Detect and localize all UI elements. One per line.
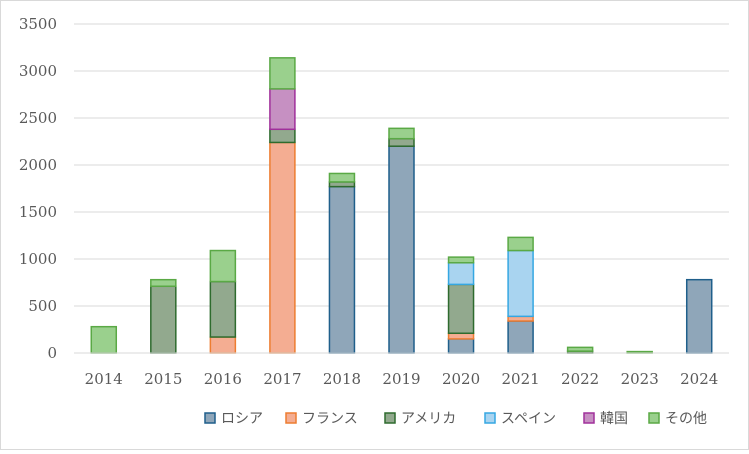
legend-label: 韓国 [600,411,628,427]
bar-segment [447,332,475,340]
x-tick-label: 2023 [621,370,659,388]
y-tick-label: 0 [47,344,57,362]
bar-segment [388,127,415,140]
x-axis: 2014 2015 2016 2017 2018 2019 2020 2021 2022 2023… [74,352,729,388]
x-tick-label: 2016 [204,370,242,388]
x-tick-label: 2018 [323,370,361,388]
legend-swatch [285,412,297,424]
x-tick-label: 2021 [501,370,539,388]
y-tick-label: 500 [28,297,57,315]
bar-segment [447,262,475,286]
bars [90,57,713,354]
bar-segment [447,338,475,354]
bar-segment [209,336,237,354]
legend-swatch [384,412,396,424]
y-axis: 0 500 1000 1500 2000 2500 3000 3500 [19,15,57,362]
y-tick-label: 1500 [19,203,57,221]
bar-segment [269,88,296,131]
x-tick-label: 2014 [85,370,123,388]
bar-segment [388,145,415,354]
x-tick-label: 2017 [263,370,301,388]
x-tick-label: 2019 [382,370,420,388]
y-tick-label: 2500 [19,109,57,127]
y-tick-label: 3000 [19,62,57,80]
legend-swatch [484,412,496,424]
legend-label: その他 [665,411,707,427]
x-tick-label: 2024 [680,370,718,388]
bar-segment [269,141,296,354]
x-tick-label: 2020 [442,370,480,388]
bar-segment [328,172,356,183]
bar-segment [150,285,177,354]
bar-segment [507,236,534,252]
bar-segment [447,256,475,264]
legend: ロシア フランス アメリカ スペイン 韓国 その他 [204,411,707,427]
y-tick-label: 3500 [19,15,57,33]
bar-segment [388,137,415,147]
legend-swatch [204,412,216,424]
legend-label: フランス [302,411,358,427]
bar-segment [447,283,475,335]
bar-segment [566,346,594,352]
bar-segment [328,185,356,354]
legend-swatch [583,412,595,424]
legend-label: スペイン [501,411,556,427]
y-tick-label: 1000 [19,250,57,268]
y-tick-label: 2000 [19,156,57,174]
bar-segment [269,128,296,144]
bar-segment [507,320,534,354]
bar-segment [269,57,296,90]
legend-label: アメリカ [401,411,456,427]
bar-segment [507,249,534,318]
legend-swatch [648,412,660,424]
legend-label: ロシア [221,411,263,427]
bar-segment [685,278,713,354]
x-tick-label: 2022 [561,370,599,388]
bar-segment [209,249,237,283]
x-tick-label: 2015 [144,370,182,388]
bar-segment [90,325,118,354]
bar-segment [209,280,237,338]
bar-segment [150,278,177,288]
